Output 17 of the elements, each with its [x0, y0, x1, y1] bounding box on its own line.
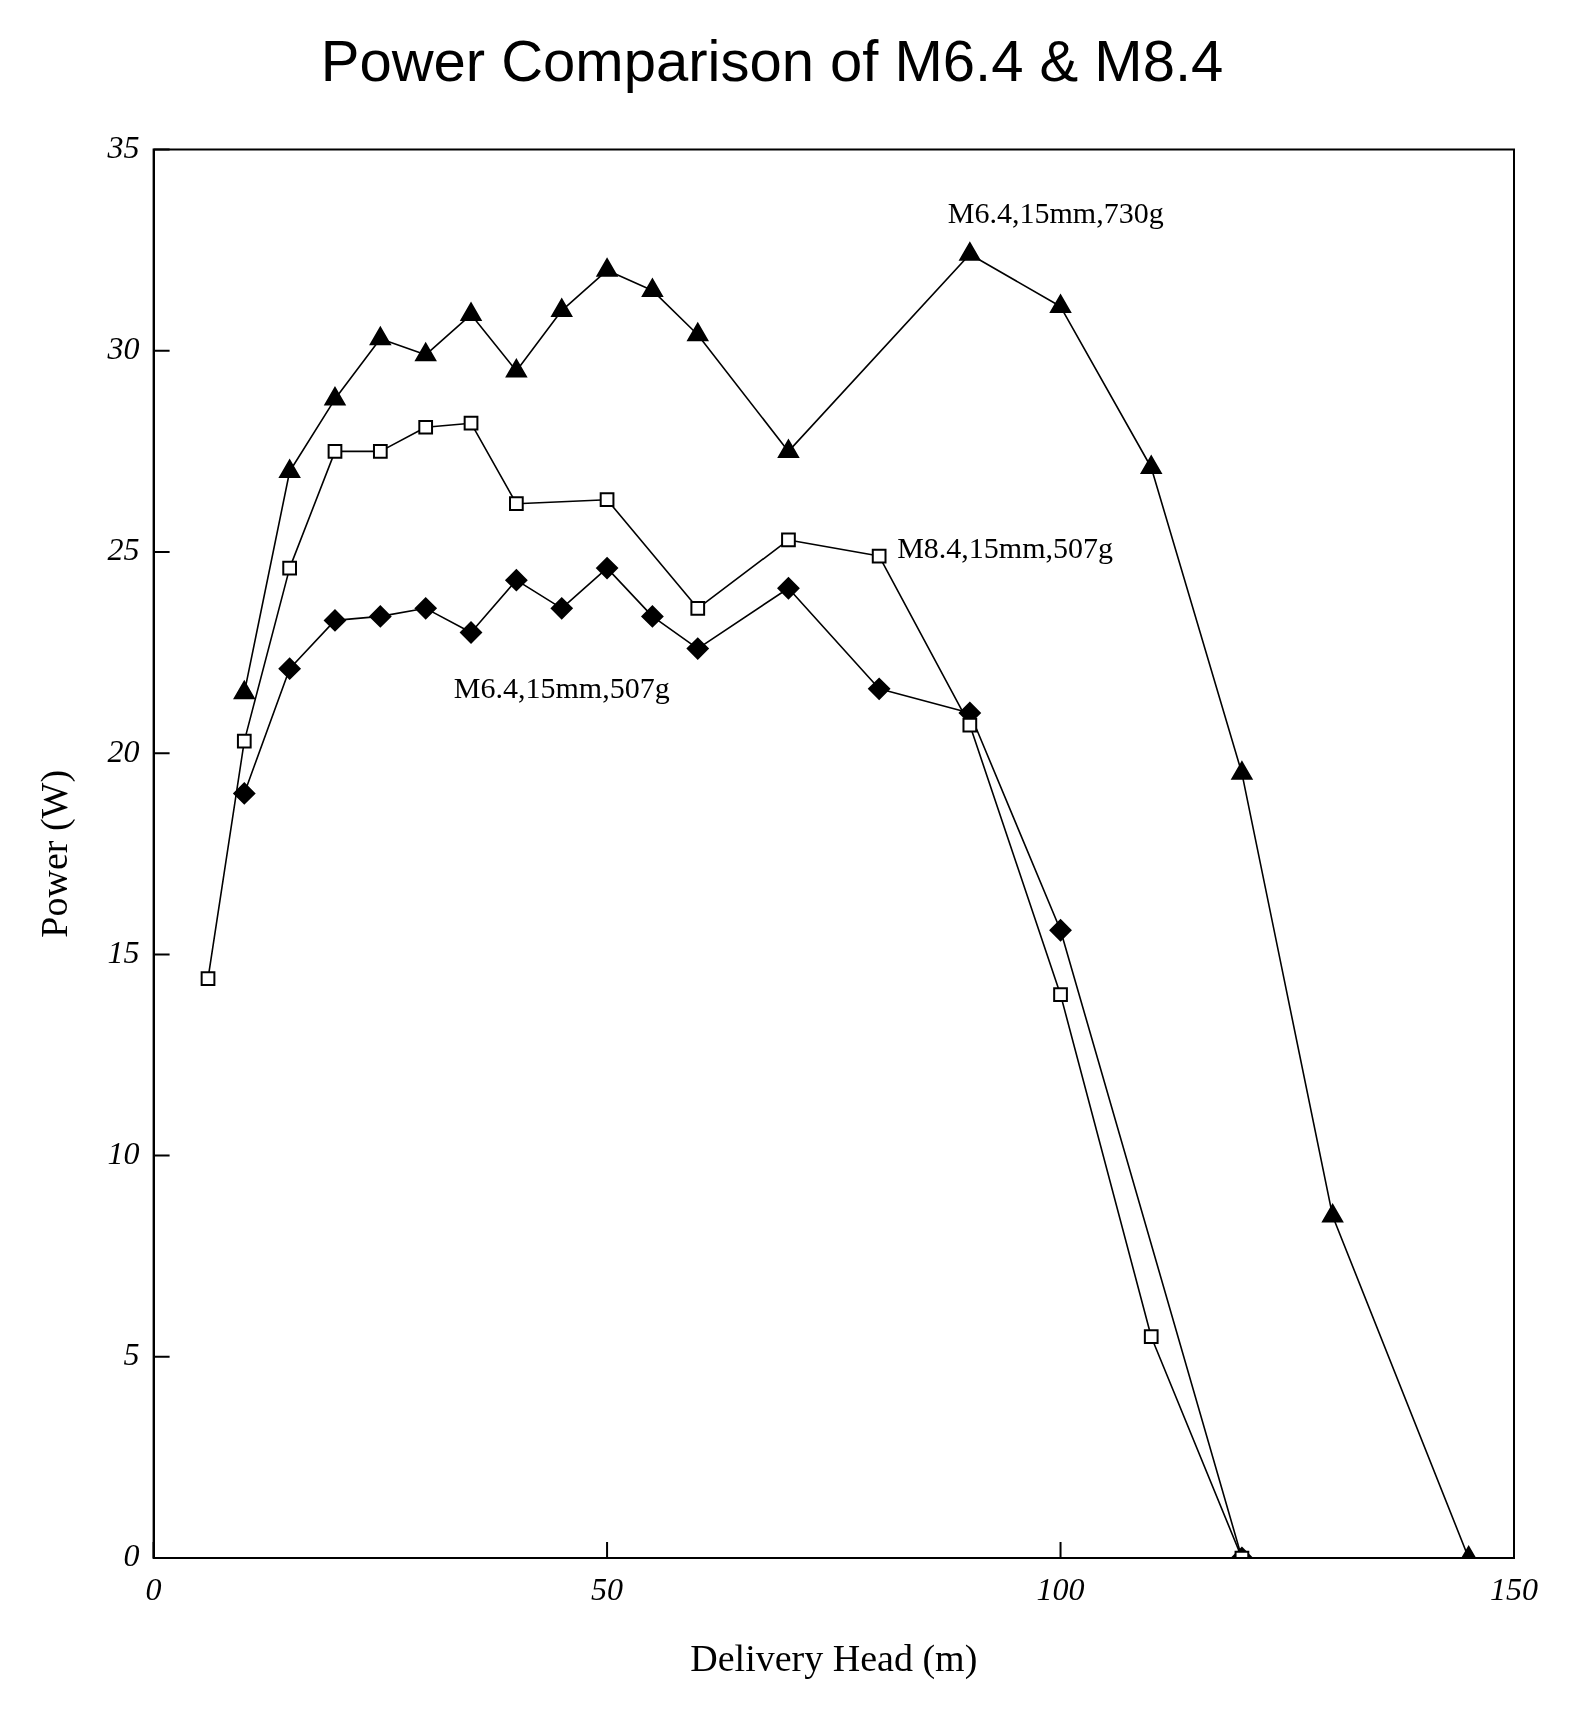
y-tick-label: 20 — [107, 732, 140, 769]
chart-title: Power Comparison of M6.4 & M8.4 — [320, 27, 1224, 93]
y-tick-label: 25 — [107, 531, 140, 568]
x-tick-label: 50 — [591, 1570, 624, 1607]
series-label: M8.4,15mm,507g — [897, 530, 1114, 564]
x-tick-label: 100 — [1036, 1570, 1085, 1607]
y-tick-label: 35 — [106, 129, 140, 166]
series-label: M6.4,15mm,507g — [453, 671, 670, 705]
series-label: M6.4,15mm,730g — [947, 196, 1164, 230]
x-tick-label: 150 — [1490, 1570, 1538, 1607]
y-tick-label: 30 — [106, 330, 140, 367]
y-tick-label: 15 — [107, 933, 140, 970]
y-tick-label: 5 — [123, 1336, 140, 1373]
y-tick-label: 10 — [107, 1135, 140, 1172]
x-axis-title: Delivery Head (m) — [690, 1637, 978, 1681]
y-axis-title: Power (W) — [32, 769, 76, 938]
y-tick-label: 0 — [123, 1537, 140, 1574]
